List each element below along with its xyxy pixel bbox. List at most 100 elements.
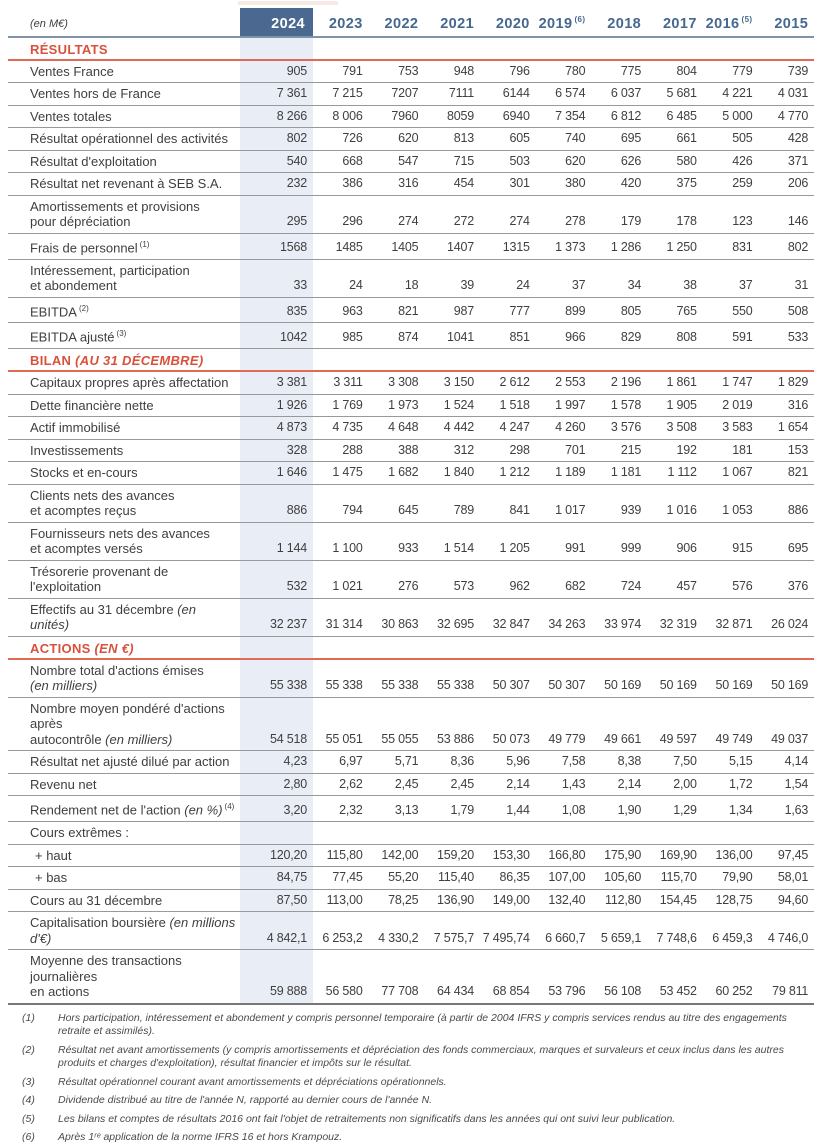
- value-cell: 794: [313, 484, 369, 522]
- value-cell: 6 812: [591, 105, 647, 128]
- value-cell: 915: [703, 522, 759, 560]
- year-label: 2023: [329, 16, 363, 32]
- value-cell: 6 253,2: [313, 912, 369, 950]
- value-cell: 232: [240, 173, 313, 196]
- year-header-2015: 2015: [759, 8, 814, 37]
- value-cell: 55,20: [369, 867, 425, 890]
- value-cell: 68 854: [480, 950, 536, 1004]
- value-cell: 146: [759, 195, 814, 233]
- value-cell: 1 373: [536, 233, 592, 259]
- value-cell: 1,34: [703, 796, 759, 822]
- year-label: 2020: [496, 16, 530, 32]
- label-text: Intéressement, participation: [30, 263, 190, 278]
- value-cell: 724: [591, 560, 647, 598]
- value-cell: 386: [313, 173, 369, 196]
- value-cell: 4 442: [424, 417, 480, 440]
- year-label: 2016: [706, 16, 740, 32]
- data-row: Capitalisation boursière (en millions d'…: [8, 912, 814, 950]
- value-cell: 49 749: [703, 697, 759, 751]
- value-cell: 32 847: [480, 598, 536, 636]
- value-cell: 32 237: [240, 598, 313, 636]
- value-cell: 55 055: [369, 697, 425, 751]
- value-cell: 278: [536, 195, 592, 233]
- value-cell: 58,01: [759, 867, 814, 890]
- value-cell: 55 338: [424, 659, 480, 698]
- label-text: RÉSULTATS: [30, 42, 108, 57]
- value-cell: 591: [703, 323, 759, 349]
- value-cell: 115,40: [424, 867, 480, 890]
- value-cell: 532: [240, 560, 313, 598]
- label-text: pour dépréciation: [30, 214, 130, 229]
- section-spacer-cell: [424, 37, 480, 60]
- section-spacer-cell: [536, 37, 592, 60]
- label-text: Frais de personnel: [30, 240, 138, 255]
- footnote-ref: (2): [79, 304, 89, 313]
- value-cell: 874: [369, 323, 425, 349]
- value-cell: 1 829: [759, 371, 814, 394]
- value-cell: 1 017: [536, 484, 592, 522]
- value-cell: 50 073: [480, 697, 536, 751]
- value-cell: 899: [536, 297, 592, 323]
- value-cell: 829: [591, 323, 647, 349]
- value-cell: 5,15: [703, 751, 759, 774]
- value-cell: 802: [759, 233, 814, 259]
- footnote-text: Résultat opérationnel courant avant amor…: [58, 1076, 798, 1090]
- value-cell: 5 681: [647, 83, 703, 106]
- value-cell: 620: [369, 128, 425, 151]
- value-cell: 97,45: [759, 844, 814, 867]
- label-text: (en %): [184, 803, 222, 818]
- value-cell: 272: [424, 195, 480, 233]
- value-cell: 8,38: [591, 751, 647, 774]
- section-spacer-cell: [591, 37, 647, 60]
- value-cell: 3,13: [369, 796, 425, 822]
- value-cell: 6 037: [591, 83, 647, 106]
- value-cell: 18: [369, 259, 425, 297]
- value-cell: 1041: [424, 323, 480, 349]
- value-cell: 454: [424, 173, 480, 196]
- value-cell: 154,45: [647, 889, 703, 912]
- value-cell: 169,90: [647, 844, 703, 867]
- value-cell: 50 169: [703, 659, 759, 698]
- value-cell: 49 597: [647, 697, 703, 751]
- value-cell: 115,70: [647, 867, 703, 890]
- value-cell: 2 612: [480, 371, 536, 394]
- year-header-2017: 2017: [647, 8, 703, 37]
- section-spacer-cell: [480, 349, 536, 372]
- value-cell: 1,90: [591, 796, 647, 822]
- row-label-cell: EBITDA ajusté(3): [8, 323, 240, 349]
- row-label-cell: EBITDA(2): [8, 297, 240, 323]
- row-label-cell: Cours extrêmes :: [8, 822, 240, 845]
- row-label-cell: Dette financière nette: [8, 394, 240, 417]
- value-cell: 503: [480, 150, 536, 173]
- value-cell: 288: [313, 439, 369, 462]
- value-cell: 55 338: [313, 659, 369, 698]
- value-cell: 695: [759, 522, 814, 560]
- label-text: (AU 31 DÉCEMBRE): [75, 353, 203, 368]
- value-cell: [313, 822, 369, 845]
- footnote: (6)Après 1ʳᵉ application de la norme IFR…: [22, 1131, 798, 1145]
- value-cell: 136,00: [703, 844, 759, 867]
- year-label: 2019: [539, 16, 573, 32]
- value-cell: 78,25: [369, 889, 425, 912]
- footnotes: (1)Hors participation, intéressement et …: [22, 1012, 798, 1145]
- label-text: Ventes hors de France: [30, 86, 161, 101]
- value-cell: 1 861: [647, 371, 703, 394]
- value-cell: 56 580: [313, 950, 369, 1004]
- value-cell: 1,79: [424, 796, 480, 822]
- section-spacer-cell: [369, 349, 425, 372]
- label-text: Capitalisation boursière: [30, 915, 169, 930]
- year-header-2021: 2021: [424, 8, 480, 37]
- value-cell: 3 381: [240, 371, 313, 394]
- section-spacer-cell: [240, 349, 313, 372]
- year-header-2022: 2022: [369, 8, 425, 37]
- value-cell: 8,36: [424, 751, 480, 774]
- value-cell: 39: [424, 259, 480, 297]
- value-cell: 905: [240, 60, 313, 83]
